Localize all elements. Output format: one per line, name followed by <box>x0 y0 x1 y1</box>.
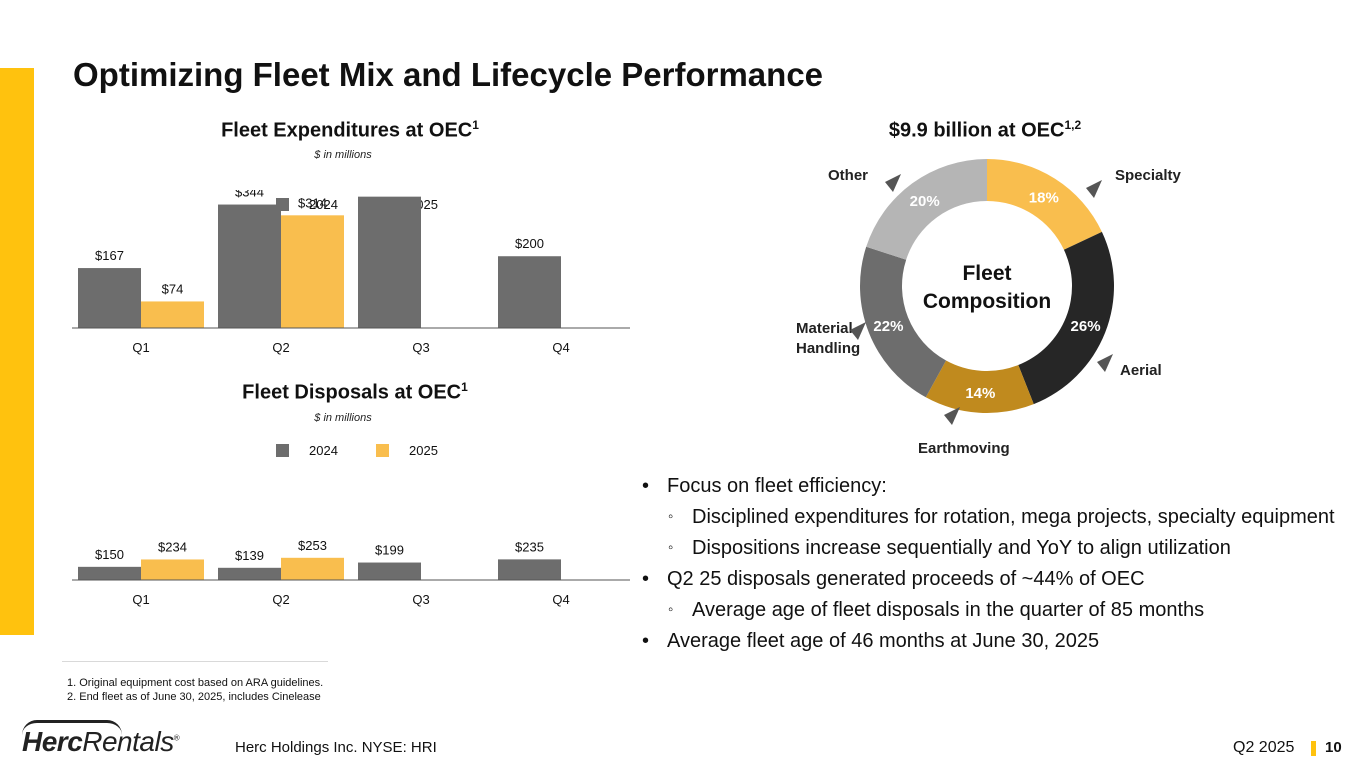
expenditures-title-text: Fleet Expenditures at OEC <box>221 119 473 142</box>
data-label-2024-Q2: $344 <box>235 190 264 200</box>
x-tick-Q2: Q2 <box>272 340 289 355</box>
center-label-line1: Fleet <box>962 262 1011 285</box>
category-label-material-handling-line1: Material <box>796 320 853 337</box>
quarter-label: Q2 2025 <box>1233 739 1295 756</box>
bar-2025-Q2 <box>281 215 344 328</box>
composition-chart-title: $9.9 billion at OEC1,2 <box>800 118 1170 143</box>
composition-title-text: $9.9 billion at OEC <box>888 119 1065 142</box>
composition-chart: 18% Specialty 26% Aerial 14% Earthmoving 22% Ma… <box>796 159 1182 457</box>
legend-label-2024: 2024 <box>309 197 338 212</box>
page-title: Optimizing Fleet Mix and Lifecycle Perfo… <box>73 56 824 93</box>
legend-label-2024: 2024 <box>309 443 338 458</box>
pointer-arrow-other <box>885 174 901 192</box>
slice-other <box>866 159 987 260</box>
x-tick-Q4: Q4 <box>552 340 569 355</box>
data-label-2025-Q2: $314 <box>298 195 327 210</box>
data-label-2025-Q1: $234 <box>158 539 187 554</box>
logo-registered-mark: ® <box>173 733 180 743</box>
bar-2024-Q2 <box>218 567 281 580</box>
pointer-arrow-earthmoving <box>944 407 960 425</box>
disposals-chart: 2024 2025 $150 $234 Q1 $139 $253 Q2 $199 Q3 $235 Q4 <box>72 443 630 607</box>
bar-2024-Q1 <box>78 268 141 328</box>
slice-pct-other: 20% <box>910 193 940 210</box>
legend-swatch-2025 <box>376 444 389 457</box>
bar-2024-Q1 <box>78 566 141 580</box>
footnote-1: 1. Original equipment cost based on ARA … <box>67 677 324 689</box>
legend-label-2025: 2025 <box>409 443 438 458</box>
category-label-other: Other <box>828 167 868 184</box>
bar-2024-Q3 <box>358 196 421 328</box>
data-label-2024-Q2: $139 <box>235 548 264 563</box>
category-label-material-handling-line2: Handling <box>796 340 860 357</box>
data-label-2024-Q1: $167 <box>95 248 124 263</box>
bar-2025-Q2 <box>281 557 344 580</box>
x-tick-Q2: Q2 <box>272 592 289 607</box>
bar-2024-Q4 <box>498 559 561 580</box>
herc-rentals-logo: HercRentals® <box>22 720 180 758</box>
bullet-item: Q2 25 disposals generated proceeds of ~4… <box>640 567 1340 591</box>
footnote-2: 2. End fleet as of June 30, 2025, includ… <box>67 691 321 703</box>
page-number: 10 <box>1325 739 1342 756</box>
accent-bar <box>0 68 34 635</box>
slice-earthmoving <box>925 360 1034 413</box>
slice-material-handling <box>860 246 947 398</box>
expenditures-title-sup: 1 <box>472 118 479 132</box>
footnotes: 1. Original equipment cost based on ARA … <box>67 676 323 704</box>
data-label-2024-Q4: $200 <box>515 236 544 251</box>
bar-2024-Q4 <box>498 256 561 328</box>
bullet-list: Focus on fleet efficiency: Disciplined ex… <box>640 474 1340 660</box>
legend-swatch-2024 <box>276 444 289 457</box>
category-label-aerial: Aerial <box>1120 362 1162 379</box>
bar-2025-Q1 <box>141 301 204 328</box>
slice-pct-earthmoving: 14% <box>965 385 995 402</box>
logo-arc <box>22 720 122 735</box>
slice-pct-material-handling: 22% <box>873 318 903 335</box>
footnote-divider <box>62 661 328 662</box>
bullet-item: Average age of fleet disposals in the qu… <box>640 598 1340 622</box>
bar-2024-Q3 <box>358 562 421 580</box>
bullet-item: Average fleet age of 46 months at June 3… <box>640 629 1340 653</box>
data-label-2024-Q3: $199 <box>375 543 404 558</box>
expenditures-chart-title: Fleet Expenditures at OEC1 <box>150 118 550 143</box>
disposals-title-sup: 1 <box>461 380 468 394</box>
pointer-arrow-aerial <box>1097 354 1113 372</box>
pointer-arrow-specialty <box>1086 180 1102 198</box>
center-label-line2: Composition <box>923 290 1051 313</box>
data-label-2025-Q1: $74 <box>162 281 184 296</box>
slice-pct-specialty: 18% <box>1029 190 1059 207</box>
page-marker <box>1311 741 1316 756</box>
x-tick-Q3: Q3 <box>412 592 429 607</box>
bullet-item: Dispositions increase sequentially and Y… <box>640 536 1340 560</box>
category-label-earthmoving: Earthmoving <box>918 440 1010 457</box>
bar-2025-Q1 <box>141 559 204 580</box>
bullet-item: Focus on fleet efficiency: <box>640 474 1340 498</box>
x-tick-Q3: Q3 <box>412 340 429 355</box>
data-label-2024-Q4: $235 <box>515 539 544 554</box>
slice-specialty <box>987 159 1102 250</box>
slice-pct-aerial: 26% <box>1071 318 1101 335</box>
data-label-2024-Q1: $150 <box>95 547 124 562</box>
bullet-item: Disciplined expenditures for rotation, m… <box>640 505 1340 529</box>
disposals-title-text: Fleet Disposals at OEC <box>242 381 462 404</box>
pointer-arrow-material-handling <box>850 322 866 340</box>
data-label-2025-Q2: $253 <box>298 538 327 553</box>
composition-title-sup: 1,2 <box>1064 118 1082 132</box>
x-tick-Q1: Q1 <box>132 340 149 355</box>
slice-aerial <box>1018 231 1114 405</box>
x-tick-Q4: Q4 <box>552 592 569 607</box>
data-label-2024-Q3: $366 <box>375 190 404 192</box>
x-tick-Q1: Q1 <box>132 592 149 607</box>
company-ticker: Herc Holdings Inc. NYSE: HRI <box>235 739 437 756</box>
expenditures-subtitle: $ in millions <box>314 149 372 161</box>
bar-2024-Q2 <box>218 204 281 328</box>
disposals-subtitle: $ in millions <box>314 412 372 424</box>
disposals-chart-title: Fleet Disposals at OEC1 <box>155 380 555 405</box>
category-label-specialty: Specialty <box>1115 167 1182 184</box>
